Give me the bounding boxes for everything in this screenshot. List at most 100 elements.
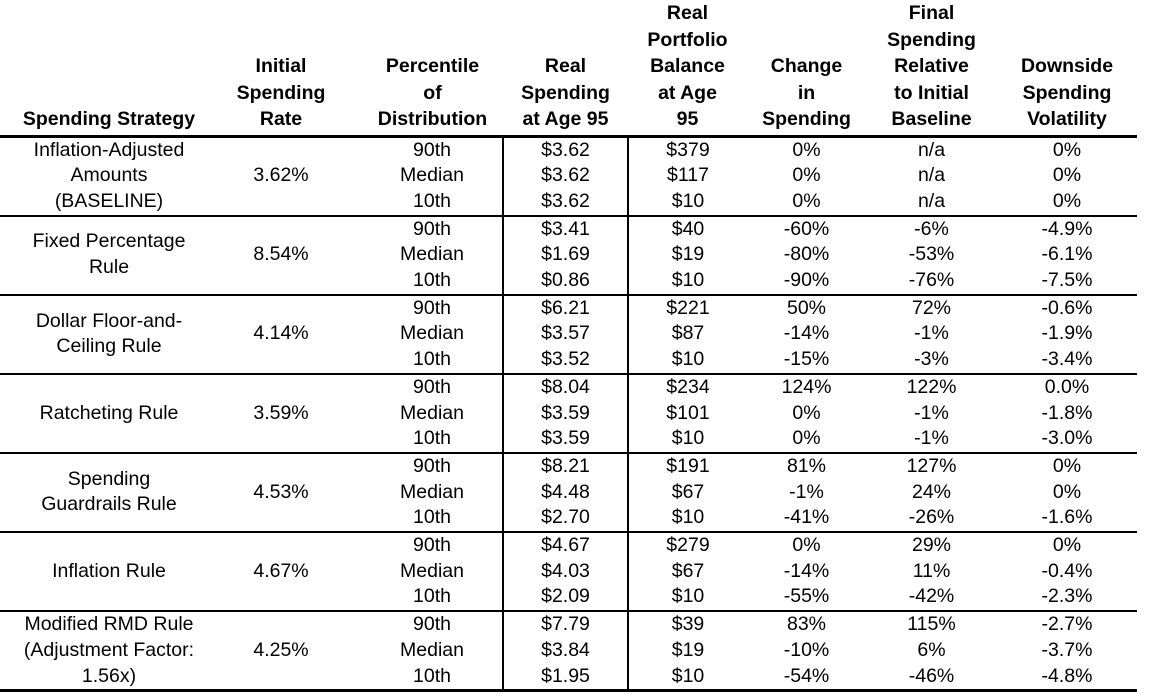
table-row: Median $1.69 $19 -80% -53% -6.1% bbox=[0, 242, 1137, 269]
table-row: Fixed Percentage Rule 8.54% 90th $3.41 $… bbox=[0, 215, 1137, 296]
real-spending-age-95: $3.52 bbox=[502, 347, 629, 375]
table-row: Inflation-Adjusted Amounts (BASELINE) 3.… bbox=[0, 136, 1137, 217]
downside-volatility: -1.6% bbox=[997, 505, 1137, 534]
change-in-spending: -14% bbox=[783, 559, 830, 582]
change-in-spending: 0% bbox=[792, 534, 821, 557]
portfolio-balance-age-95: $19 bbox=[671, 243, 705, 266]
change-in-spending: -1% bbox=[789, 480, 824, 503]
table-row: Median $3.57 $87 -14% -1% -1.9% bbox=[0, 321, 1137, 348]
downside-volatility: 0.0% bbox=[1044, 375, 1090, 398]
downside-volatility: -0.6% bbox=[1041, 296, 1093, 319]
table-row: Median $4.03 $67 -14% 11% -0.4% bbox=[0, 558, 1137, 585]
final-vs-baseline: 115% bbox=[907, 613, 956, 636]
real-spending-age-95: $3.62 bbox=[502, 188, 629, 217]
downside-volatility: 0% bbox=[1052, 454, 1082, 477]
portfolio-balance-age-95: $10 bbox=[628, 663, 747, 693]
col-header-percentile: Percentile of Distribution bbox=[362, 0, 503, 138]
portfolio-balance-age-95: $10 bbox=[628, 347, 747, 375]
downside-volatility: -3.4% bbox=[997, 347, 1137, 375]
strategy-name: Ratcheting Rule bbox=[0, 373, 200, 454]
percentile: Median bbox=[400, 401, 464, 424]
real-spending-age-95: $1.69 bbox=[502, 242, 629, 269]
final-vs-baseline: n/a bbox=[917, 138, 946, 161]
table-row: 10th $2.70 $10 -41% -26% -1.6% bbox=[0, 505, 1137, 534]
change-in-spending: 0% bbox=[747, 426, 866, 454]
portfolio-balance-age-95: $279 bbox=[666, 534, 710, 557]
percentile: 10th bbox=[362, 663, 503, 693]
downside-volatility: -0.4% bbox=[1041, 559, 1093, 582]
percentile: Median bbox=[400, 243, 464, 266]
col-header-spending-strategy: Spending Strategy bbox=[0, 0, 200, 138]
table-row: Spending Guardrails Rule 4.53% 90th $8.2… bbox=[0, 452, 1137, 534]
percentile: 90th bbox=[413, 454, 451, 477]
downside-volatility: 0% bbox=[1052, 164, 1082, 187]
percentile: 90th bbox=[413, 613, 451, 636]
strategy-name: Inflation Rule bbox=[0, 532, 200, 613]
change-in-spending: -60% bbox=[783, 217, 830, 240]
real-spending-age-95: $7.79 bbox=[502, 611, 629, 638]
portfolio-balance-age-95: $39 bbox=[671, 613, 705, 636]
change-in-spending: 0% bbox=[747, 188, 866, 217]
col-header-initial-spending-rate: Initial Spending Rate bbox=[200, 0, 362, 138]
change-in-spending: -14% bbox=[783, 322, 830, 345]
change-in-spending: 83% bbox=[786, 613, 827, 636]
table-row: Median $3.59 $101 0% -1% -1.8% bbox=[0, 400, 1137, 427]
portfolio-balance-age-95: $87 bbox=[671, 322, 705, 345]
change-in-spending: -54% bbox=[747, 663, 866, 693]
final-vs-baseline: -6% bbox=[914, 217, 949, 240]
real-spending-age-95: $4.67 bbox=[502, 532, 629, 559]
change-in-spending: 0% bbox=[792, 401, 821, 424]
downside-volatility: 0% bbox=[1052, 138, 1082, 161]
percentile: 10th bbox=[362, 505, 503, 534]
change-in-spending: -41% bbox=[747, 505, 866, 534]
portfolio-balance-age-95: $10 bbox=[628, 268, 747, 296]
table-row: Modified RMD Rule (Adjustment Factor: 1.… bbox=[0, 611, 1137, 693]
portfolio-balance-age-95: $10 bbox=[628, 584, 747, 613]
strategy-name: Spending Guardrails Rule bbox=[0, 452, 200, 534]
portfolio-balance-age-95: $10 bbox=[628, 505, 747, 534]
change-in-spending: -55% bbox=[747, 584, 866, 613]
real-spending-age-95: $4.03 bbox=[502, 558, 629, 585]
percentile: 90th bbox=[413, 534, 451, 557]
percentile: 10th bbox=[362, 426, 503, 454]
portfolio-balance-age-95: $19 bbox=[671, 638, 705, 661]
real-spending-age-95: $3.41 bbox=[502, 215, 629, 243]
change-in-spending: 124% bbox=[781, 375, 832, 398]
col-header-final-vs-baseline: Final Spending Relative to Initial Basel… bbox=[866, 0, 997, 138]
real-spending-age-95: $3.57 bbox=[502, 321, 629, 348]
downside-volatility: 0% bbox=[997, 188, 1137, 217]
table-row: 10th $1.95 $10 -54% -46% -4.8% bbox=[0, 663, 1137, 693]
percentile: 90th bbox=[413, 138, 451, 161]
table-row: Ratcheting Rule 3.59% 90th $8.04 $234 12… bbox=[0, 373, 1137, 454]
change-in-spending: -90% bbox=[747, 268, 866, 296]
percentile: Median bbox=[400, 559, 464, 582]
downside-volatility: -3.0% bbox=[997, 426, 1137, 454]
percentile: 90th bbox=[413, 375, 451, 398]
portfolio-balance-age-95: $234 bbox=[666, 375, 710, 398]
percentile: Median bbox=[400, 322, 464, 345]
final-vs-baseline: 72% bbox=[911, 296, 952, 319]
table-row: Dollar Floor-and- Ceiling Rule 4.14% 90t… bbox=[0, 294, 1137, 375]
real-spending-age-95: $2.09 bbox=[502, 584, 629, 613]
downside-volatility: -4.8% bbox=[997, 663, 1137, 693]
percentile: Median bbox=[400, 638, 464, 661]
change-in-spending: -10% bbox=[783, 638, 830, 661]
downside-volatility: 0% bbox=[1052, 534, 1082, 557]
final-vs-baseline: 127% bbox=[906, 454, 957, 477]
initial-spending-rate: 4.14% bbox=[200, 294, 362, 375]
table-row: Inflation Rule 4.67% 90th $4.67 $279 0% … bbox=[0, 532, 1137, 613]
percentile: Median bbox=[400, 480, 464, 503]
portfolio-balance-age-95: $10 bbox=[628, 188, 747, 217]
table-row: Median $4.48 $67 -1% 24% 0% bbox=[0, 479, 1137, 506]
real-spending-age-95: $3.59 bbox=[502, 400, 629, 427]
strategy-name: Fixed Percentage Rule bbox=[0, 215, 200, 296]
downside-volatility: -7.5% bbox=[997, 268, 1137, 296]
header-row: Spending Strategy Initial Spending Rate … bbox=[0, 0, 1137, 138]
strategy-name: Inflation-Adjusted Amounts (BASELINE) bbox=[0, 136, 200, 217]
portfolio-balance-age-95: $40 bbox=[671, 217, 705, 240]
change-in-spending: 50% bbox=[786, 296, 827, 319]
table-row: Median $3.62 $117 0% n/a 0% bbox=[0, 163, 1137, 189]
change-in-spending: -80% bbox=[783, 243, 830, 266]
downside-volatility: -1.8% bbox=[1041, 401, 1093, 424]
